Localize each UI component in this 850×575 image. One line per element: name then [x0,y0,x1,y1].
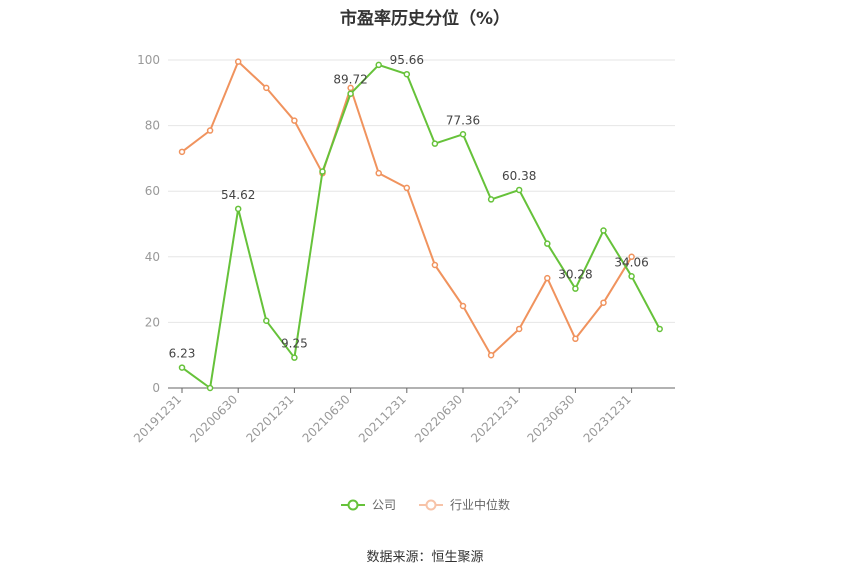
data-point-company [291,354,298,361]
data-point-company [572,285,579,292]
data-point-company [459,131,467,138]
y-tick-label: 20 [145,315,160,329]
series-line-industry [181,60,633,357]
data-point-industry [375,169,382,177]
data-label: 30.28 [558,268,592,282]
data-point-company [234,205,242,213]
x-tick-label: 20221231 [468,392,521,445]
data-point-company [375,61,382,69]
data-label: 6.23 [169,347,196,361]
grid-layer [168,59,675,323]
y-tick-label: 0 [152,381,160,395]
data-point-company [431,140,439,147]
legend-label-company: 公司 [371,498,396,512]
label-layer: 6.23 54.62 9.25 89.72 95.66 77.36 60.38 30.28 34… [169,53,649,360]
x-tick-label: 20201231 [243,392,296,445]
x-tick-label: 20191231 [131,392,184,445]
data-point-company [347,90,354,97]
data-point-industry [178,148,186,156]
x-tick-label: 20210630 [300,392,353,445]
chart-title: 市盈率历史分位（%） [339,9,511,29]
data-point-industry [572,335,579,343]
data-point-industry [347,84,354,92]
data-point-industry [459,302,467,310]
data-point-industry [403,184,411,192]
legend: 公司 行业中位数 [0,496,850,513]
data-point-company [515,186,523,194]
data-point-company [206,384,214,392]
data-label: 89.72 [333,73,367,87]
data-point-industry [628,253,635,261]
x-tick-label: 20211231 [356,392,409,445]
data-point-industry [206,127,214,134]
source-note: 数据来源：恒生聚源 [366,550,484,565]
legend-marker-industry-icon [419,499,443,510]
data-point-industry [544,274,551,282]
x-tick-label: 20230630 [524,392,577,445]
x-tick-label: 20220630 [412,392,465,445]
data-point-industry [263,84,270,92]
data-label: 60.38 [502,169,536,183]
data-label: 34.06 [614,255,648,269]
data-point-company [178,364,186,371]
y-tick-label: 40 [145,250,160,264]
series-layer [178,58,663,392]
data-point-company [403,70,411,78]
data-point-industry [431,261,439,269]
data-point-company [487,196,495,203]
data-point-company [544,240,551,247]
data-point-industry [487,351,495,359]
legend-item-company[interactable]: 公司 [340,496,396,513]
data-label: 77.36 [446,113,480,127]
data-point-industry [515,325,523,333]
data-point-company [628,273,635,280]
data-point-company [263,317,270,325]
legend-label-industry: 行业中位数 [450,498,511,512]
data-label: 9.25 [281,337,308,351]
data-point-company [319,168,326,175]
series-line-company [181,63,661,389]
data-point-industry [291,117,298,124]
y-tick-label: 80 [145,119,160,133]
y-tick-label: 100 [137,53,160,67]
y-tick-label: 60 [145,184,160,198]
legend-item-industry[interactable]: 行业中位数 [418,496,510,513]
data-point-company [656,325,663,333]
data-label: 95.66 [390,53,424,67]
data-label: 54.62 [221,188,255,202]
data-point-industry [234,58,242,65]
x-tick-label: 20231231 [581,392,634,445]
legend-marker-company-icon [340,499,365,510]
data-point-industry [600,299,607,306]
x-tick-label: 20200630 [187,392,240,445]
data-point-company [600,227,607,234]
